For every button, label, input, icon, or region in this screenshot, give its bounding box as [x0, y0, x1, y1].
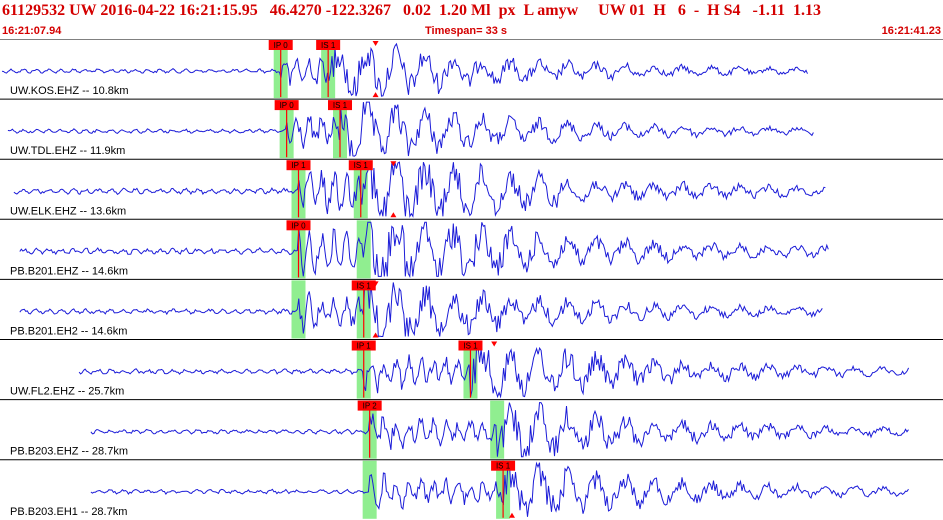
pick-marker[interactable] — [274, 100, 299, 111]
time-bar: 16:21:07.94 Timespan= 33 s 16:21:41.23 — [0, 25, 943, 39]
pick-marker[interactable] — [286, 220, 311, 231]
pick-marker[interactable] — [328, 100, 353, 111]
arrival-marker-down — [390, 161, 397, 167]
station-label: UW.TDL.EHZ -- 11.9km — [10, 145, 125, 157]
pick-label[interactable]: IP 2 — [363, 402, 378, 411]
waveform-trace — [19, 221, 829, 279]
station-label: PB.B201.EHZ -- 14.6km — [10, 265, 128, 277]
arrival-marker-down — [508, 461, 515, 467]
pick-label[interactable]: IS 1 — [354, 161, 369, 170]
arrival-marker-up — [390, 212, 397, 218]
seismogram-panel[interactable]: IP 0 IS 1 UW.KOS.EHZ -- 10.8km IP 0 IS 1 UW.T… — [0, 39, 943, 520]
pick-label[interactable]: IS 1 — [496, 462, 511, 471]
pick-marker[interactable] — [458, 340, 483, 351]
s-window — [490, 400, 505, 459]
pick-label[interactable]: IP 1 — [357, 342, 372, 351]
arrival-marker-up — [508, 512, 515, 518]
event-header: 61129532 UW 2016-04-22 16:21:15.95 46.42… — [0, 0, 943, 40]
pick-label[interactable]: IS 1 — [321, 41, 336, 50]
pick-label[interactable]: IP 0 — [274, 41, 289, 50]
pick-label[interactable]: IS 1 — [463, 342, 478, 351]
arrival-marker-down — [372, 281, 379, 287]
waveform-trace — [78, 345, 910, 399]
station-label: PB.B203.EH1 -- 28.7km — [10, 506, 127, 518]
timespan-label: Timespan= 33 s — [425, 25, 508, 37]
station-label: UW.KOS.EHZ -- 10.8km — [10, 85, 129, 97]
pick-marker[interactable] — [268, 40, 293, 50]
waveform-trace — [90, 461, 909, 517]
waveform-trace — [1, 42, 808, 97]
arrival-marker-down — [372, 41, 379, 46]
event-title: 61129532 UW 2016-04-22 16:21:15.95 46.42… — [2, 2, 821, 19]
pick-label[interactable]: IP 0 — [291, 221, 306, 230]
s-window — [356, 220, 371, 279]
arrival-marker-down — [491, 341, 498, 347]
pick-marker[interactable] — [286, 160, 311, 171]
pick-label[interactable]: IS 1 — [357, 281, 372, 290]
arrival-marker-up — [372, 92, 379, 98]
pick-marker[interactable] — [348, 160, 373, 171]
station-label: PB.B203.EHZ -- 28.7km — [10, 446, 128, 458]
pick-label[interactable]: IP 1 — [291, 161, 306, 170]
end-time: 16:21:41.23 — [881, 25, 941, 37]
pick-marker[interactable] — [316, 40, 341, 50]
pick-marker[interactable] — [351, 340, 376, 351]
start-time: 16:21:07.94 — [2, 25, 62, 37]
pick-label[interactable]: IS 1 — [333, 101, 348, 110]
waveform-trace — [19, 281, 823, 338]
station-label: UW.ELK.EHZ -- 13.6km — [10, 205, 126, 217]
p-window — [362, 460, 377, 519]
waveform-trace — [13, 161, 826, 218]
pick-marker[interactable] — [357, 400, 382, 411]
station-label: UW.FL2.EHZ -- 25.7km — [10, 386, 124, 398]
p-window — [291, 280, 306, 339]
waveform-trace — [7, 101, 814, 157]
arrival-marker-up — [372, 332, 379, 338]
waveform-trace — [90, 402, 909, 458]
pick-marker[interactable] — [351, 280, 376, 291]
station-label: PB.B201.EH2 -- 14.6km — [10, 326, 127, 338]
pick-label[interactable]: IP 0 — [280, 101, 295, 110]
pick-marker[interactable] — [491, 460, 516, 471]
